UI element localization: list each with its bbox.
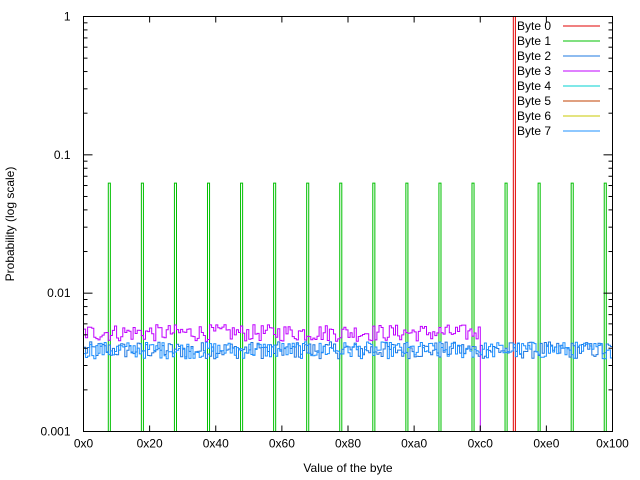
legend-label: Byte 5 bbox=[517, 94, 551, 108]
spike-byte-1 bbox=[405, 182, 409, 432]
series-line-byte-2 bbox=[83, 341, 613, 360]
spike-byte-1 bbox=[306, 182, 310, 432]
axes: 0x0 0x20 0x40 0x60 0x80 0xa0 0xc0 0xe0 0x100 0.00… bbox=[40, 10, 629, 451]
spike-byte-1 bbox=[570, 182, 574, 432]
x-tick-label: 0xa0 bbox=[401, 437, 427, 451]
spike-byte-1 bbox=[240, 182, 244, 432]
y-axis-label: Probability (log scale) bbox=[3, 167, 17, 282]
y-tick-label: 0.1 bbox=[54, 148, 71, 162]
x-tick-label: 0xc0 bbox=[468, 437, 494, 451]
x-axis-label: Value of the byte bbox=[303, 461, 393, 475]
legend-label: Byte 6 bbox=[517, 109, 551, 123]
x-tick-label: 0x80 bbox=[335, 437, 361, 451]
series-line-byte-3 bbox=[83, 324, 481, 432]
x-tick-label: 0xe0 bbox=[533, 437, 559, 451]
spike-byte-1 bbox=[107, 182, 111, 432]
spike-byte-1 bbox=[438, 182, 442, 432]
x-tick-label: 0x0 bbox=[74, 437, 94, 451]
y-tick-label: 0.01 bbox=[47, 286, 71, 300]
y-tick-label: 0.001 bbox=[40, 425, 70, 439]
legend-label: Byte 1 bbox=[517, 34, 551, 48]
spike-byte-1 bbox=[504, 182, 508, 432]
legend-label: Byte 3 bbox=[517, 64, 551, 78]
legend-label: Byte 7 bbox=[517, 124, 551, 138]
x-tick-label: 0x20 bbox=[137, 437, 163, 451]
spike-byte-1 bbox=[339, 182, 343, 432]
spike-byte-1 bbox=[537, 182, 541, 432]
spike-byte-1 bbox=[471, 182, 475, 432]
x-tick-label: 0x60 bbox=[269, 437, 295, 451]
spike-byte-1 bbox=[140, 182, 144, 432]
series-line-byte-7 bbox=[83, 341, 613, 360]
x-tick-label: 0x100 bbox=[596, 437, 629, 451]
spike-byte-0 bbox=[512, 16, 516, 432]
spike-byte-1 bbox=[206, 182, 211, 432]
x-tick-label: 0x40 bbox=[203, 437, 229, 451]
plot-marks bbox=[83, 16, 613, 432]
spike-byte-1 bbox=[173, 182, 177, 432]
legend-label: Byte 4 bbox=[517, 79, 551, 93]
legend-label: Byte 2 bbox=[517, 49, 551, 63]
legend-label: Byte 0 bbox=[517, 19, 551, 33]
spike-byte-1 bbox=[273, 182, 277, 432]
spike-byte-1 bbox=[372, 182, 376, 432]
spike-byte-1 bbox=[603, 182, 607, 432]
y-tick-label: 1 bbox=[64, 10, 71, 24]
